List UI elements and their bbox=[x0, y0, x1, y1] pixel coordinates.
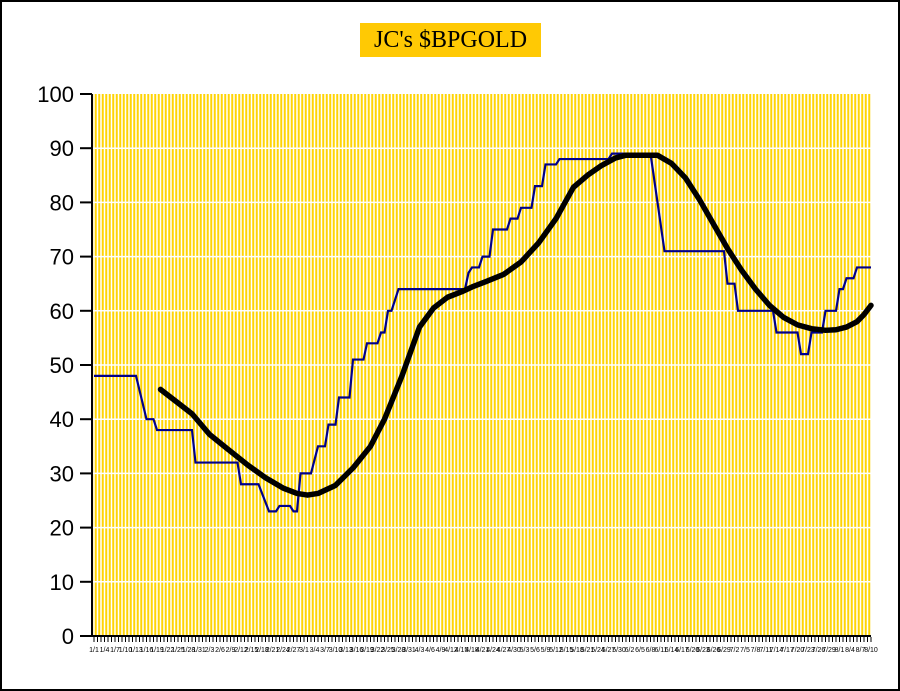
moving-average-line bbox=[157, 152, 874, 498]
x-tick-label: 4/12 bbox=[444, 647, 458, 654]
x-tick-label: 3/13 bbox=[339, 647, 353, 654]
x-tick-label: 1/25 bbox=[171, 647, 185, 654]
x-tick-label: 7/29 bbox=[822, 647, 836, 654]
y-tick-label: 80 bbox=[50, 190, 74, 215]
x-tick-label: 6/11 bbox=[654, 647, 667, 654]
x-tick-label: 4/18 bbox=[465, 647, 479, 654]
x-tick-label: 1/13 bbox=[129, 647, 143, 654]
x-tick-label: 3/22 bbox=[371, 647, 385, 654]
y-tick-label: 50 bbox=[50, 353, 74, 378]
x-tick-label: 7/17 bbox=[780, 647, 794, 654]
x-tick-label: 5/6 bbox=[530, 647, 540, 654]
x-tick-label: 4/6 bbox=[425, 647, 435, 654]
x-tick-label: 2/18 bbox=[255, 647, 269, 654]
x-tick-label: 2/3 bbox=[205, 647, 215, 654]
x-tick-label: 1/10 bbox=[119, 647, 133, 654]
x-tick-label: 7/14 bbox=[770, 647, 784, 654]
x-tick-label: 5/27 bbox=[602, 647, 616, 654]
y-tick-label: 30 bbox=[50, 461, 74, 486]
x-tick-label: 5/21 bbox=[581, 647, 595, 654]
x-tick-label: 4/30 bbox=[507, 647, 521, 654]
x-tick-label: 3/28 bbox=[392, 647, 406, 654]
x-tick-label: 8/10 bbox=[864, 647, 878, 654]
x-tick-label: 3/7 bbox=[320, 647, 330, 654]
x-tick-label: 1/19 bbox=[150, 647, 164, 654]
x-tick-label: 6/8 bbox=[646, 647, 656, 654]
x-tick-label: 7/23 bbox=[801, 647, 815, 654]
x-tick-label: 7/11 bbox=[759, 647, 772, 654]
x-tick-label: 7/8 bbox=[751, 647, 761, 654]
x-tick-label: 2/12 bbox=[234, 647, 248, 654]
x-tick-label: 3/1 bbox=[299, 647, 309, 654]
x-tick-label: 1/7 bbox=[110, 647, 120, 654]
x-tick-label: 6/5 bbox=[635, 647, 645, 654]
x-tick-label: 5/18 bbox=[570, 647, 584, 654]
x-tick-label: 1/22 bbox=[161, 647, 175, 654]
y-tick-label: 60 bbox=[50, 299, 74, 324]
x-tick-label: 7/26 bbox=[812, 647, 826, 654]
x-tick-label: 3/19 bbox=[360, 647, 374, 654]
x-tick-label: 7/5 bbox=[740, 647, 750, 654]
x-tick-label: 2/15 bbox=[245, 647, 259, 654]
x-tick-label: 5/9 bbox=[541, 647, 551, 654]
x-tick-label: 4/15 bbox=[455, 647, 469, 654]
x-tick-label: 3/16 bbox=[350, 647, 364, 654]
x-tick-label: 4/21 bbox=[476, 647, 490, 654]
y-tick-label: 0 bbox=[62, 624, 74, 649]
x-tick-label: 6/14 bbox=[665, 647, 679, 654]
x-tick-label: 4/27 bbox=[497, 647, 511, 654]
x-tick-label: 4/9 bbox=[436, 647, 446, 654]
x-tick-label: 1/16 bbox=[140, 647, 154, 654]
x-tick-label: 6/26 bbox=[707, 647, 721, 654]
x-tick-label: 6/20 bbox=[686, 647, 700, 654]
index-line bbox=[94, 152, 871, 513]
x-tick-label: 3/4 bbox=[310, 647, 320, 654]
x-tick-label: 5/12 bbox=[549, 647, 563, 654]
x-tick-label: 5/3 bbox=[520, 647, 530, 654]
x-tick-label: 3/31 bbox=[402, 647, 416, 654]
x-tick-label: 2/9 bbox=[226, 647, 236, 654]
x-tick-label: 5/30 bbox=[612, 647, 626, 654]
y-tick-label: 40 bbox=[50, 407, 74, 432]
x-tick-label: 2/21 bbox=[266, 647, 280, 654]
x-tick-label: 3/25 bbox=[381, 647, 395, 654]
x-tick-label: 8/4 bbox=[845, 647, 855, 654]
x-tick-label: 1/31 bbox=[192, 647, 206, 654]
x-tick-label: 7/2 bbox=[730, 647, 740, 654]
x-tick-label: 1/1 bbox=[89, 647, 99, 654]
x-tick-label: 2/6 bbox=[215, 647, 225, 654]
x-tick-label: 4/3 bbox=[415, 647, 425, 654]
x-tick-label: 3/10 bbox=[329, 647, 343, 654]
x-tick-label: 5/15 bbox=[560, 647, 574, 654]
y-tick-label: 90 bbox=[50, 136, 74, 161]
y-tick-label: 100 bbox=[37, 82, 74, 107]
x-tick-label: 6/23 bbox=[696, 647, 710, 654]
x-tick-label: 2/27 bbox=[287, 647, 301, 654]
x-tick-label: 6/2 bbox=[625, 647, 635, 654]
x-tick-label: 1/4 bbox=[100, 647, 110, 654]
x-tick-label: 8/7 bbox=[856, 647, 866, 654]
y-tick-label: 70 bbox=[50, 245, 74, 270]
y-tick-label: 10 bbox=[50, 570, 74, 595]
x-tick-label: 7/20 bbox=[791, 647, 805, 654]
x-tick-label: 2/24 bbox=[276, 647, 290, 654]
x-tick-label: 6/17 bbox=[675, 647, 689, 654]
x-tick-label: 5/24 bbox=[591, 647, 605, 654]
x-tick-label: 6/29 bbox=[717, 647, 731, 654]
y-tick-label: 20 bbox=[50, 516, 74, 541]
x-tick-label: 4/24 bbox=[486, 647, 500, 654]
chart-title: JC's $BPGOLD bbox=[360, 23, 542, 57]
x-tick-label: 1/28 bbox=[182, 647, 196, 654]
x-tick-label: 8/1 bbox=[835, 647, 845, 654]
